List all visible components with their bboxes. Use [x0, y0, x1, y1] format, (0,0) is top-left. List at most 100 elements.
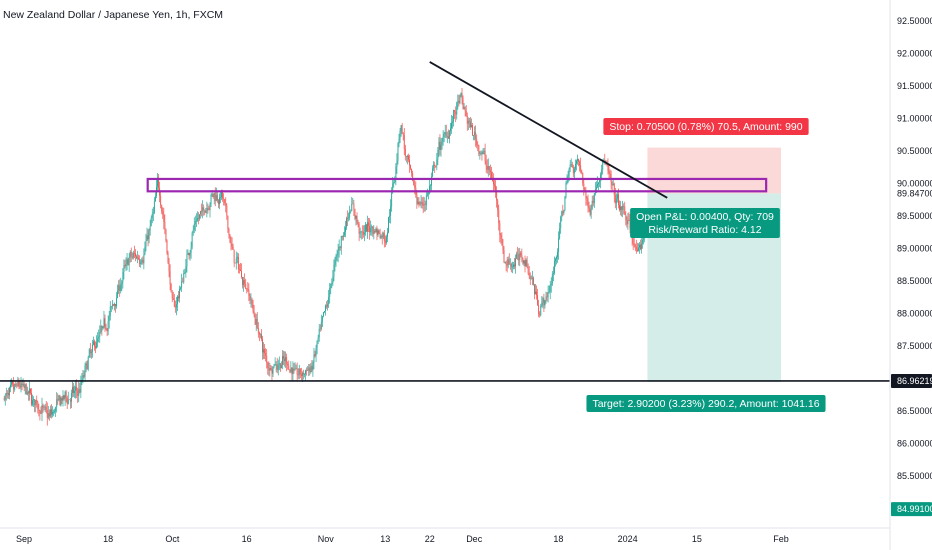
candle — [204, 209, 206, 216]
candle — [354, 208, 356, 221]
candle — [70, 389, 72, 409]
downtrend-line[interactable] — [429, 61, 668, 199]
candle — [592, 195, 594, 207]
candle — [532, 276, 534, 286]
candle — [375, 227, 377, 233]
svg-text:Stop: 0.70500 (0.78%) 70.5, Am: Stop: 0.70500 (0.78%) 70.5, Amount: 990 — [609, 121, 802, 133]
candle — [613, 182, 615, 203]
candle — [393, 179, 395, 188]
candle — [256, 312, 258, 330]
candle — [156, 178, 157, 199]
candle — [474, 126, 476, 141]
candle — [327, 299, 329, 311]
candle — [487, 158, 489, 177]
candle — [215, 187, 217, 202]
candle — [214, 187, 216, 207]
candle — [79, 382, 81, 394]
candle — [124, 259, 126, 269]
price-axis[interactable]: 92.50000 92.00000 91.50000 91.00000 90.50000… — [897, 16, 932, 481]
candle — [442, 129, 444, 146]
candle — [105, 323, 107, 331]
candle — [240, 263, 241, 272]
candle — [32, 394, 34, 407]
candle — [622, 200, 624, 218]
candle — [149, 219, 151, 236]
candle — [339, 245, 341, 251]
candle — [54, 408, 56, 414]
candle — [556, 255, 557, 265]
candle — [510, 262, 512, 273]
candle — [546, 292, 548, 302]
candle — [290, 361, 292, 374]
candle — [514, 257, 515, 270]
candle — [489, 164, 491, 179]
candle — [547, 285, 549, 303]
candle — [274, 357, 276, 366]
stop-label: Stop: 0.70500 (0.78%) 70.5, Amount: 990 — [603, 118, 809, 135]
candle — [167, 250, 169, 264]
candle — [58, 395, 60, 402]
candle — [488, 165, 490, 176]
candle — [27, 390, 29, 401]
price-tick: 92.00000 — [897, 49, 932, 59]
candle — [464, 106, 466, 117]
candle — [640, 239, 641, 251]
candle — [268, 361, 270, 376]
candle — [460, 92, 462, 98]
candle — [321, 315, 323, 328]
candle — [463, 102, 465, 110]
candle — [635, 239, 637, 254]
time-axis[interactable]: Sep 18 Oct 16 Nov 13 22 Dec 18 2024 15 Feb — [16, 534, 789, 544]
candle — [45, 400, 47, 414]
candle — [227, 215, 229, 233]
candle — [231, 237, 233, 250]
candle — [55, 406, 57, 417]
candle — [170, 282, 172, 293]
open-pnl-label: Open P&L: 0.00400, Qty: 709 Risk/Reward … — [630, 208, 780, 238]
candle — [261, 329, 262, 342]
candle — [456, 101, 458, 120]
candle — [607, 158, 609, 175]
candle — [17, 376, 19, 387]
candle — [185, 258, 187, 278]
candle — [634, 243, 636, 252]
candle — [229, 234, 231, 244]
time-tick: 18 — [553, 534, 563, 544]
time-tick: 13 — [380, 534, 390, 544]
candle — [275, 361, 277, 373]
candle — [505, 260, 507, 272]
candle — [343, 226, 345, 238]
candle — [494, 178, 496, 190]
candle — [77, 387, 79, 403]
stop-loss-zone[interactable] — [647, 147, 781, 194]
candle — [198, 212, 199, 225]
candle — [132, 250, 134, 260]
candle — [266, 349, 268, 369]
candle — [455, 106, 457, 123]
candle — [191, 231, 193, 250]
candle — [313, 348, 315, 370]
candle — [11, 378, 13, 388]
candle — [562, 204, 564, 217]
candle — [555, 257, 556, 267]
candle — [500, 232, 502, 244]
time-tick: Oct — [165, 534, 180, 544]
resistance-zone[interactable] — [146, 177, 768, 193]
candle — [381, 231, 383, 245]
candle — [212, 193, 214, 199]
candle — [280, 361, 282, 369]
candle — [269, 362, 271, 377]
candle — [558, 231, 560, 260]
candle — [589, 205, 591, 217]
candle — [234, 262, 236, 264]
candle — [181, 273, 183, 292]
candle — [3, 395, 5, 402]
candle — [572, 164, 574, 178]
candle — [334, 256, 336, 272]
candle — [441, 137, 443, 150]
candle — [293, 362, 295, 374]
candle — [360, 230, 362, 240]
candle — [22, 378, 24, 387]
candle — [504, 261, 506, 264]
